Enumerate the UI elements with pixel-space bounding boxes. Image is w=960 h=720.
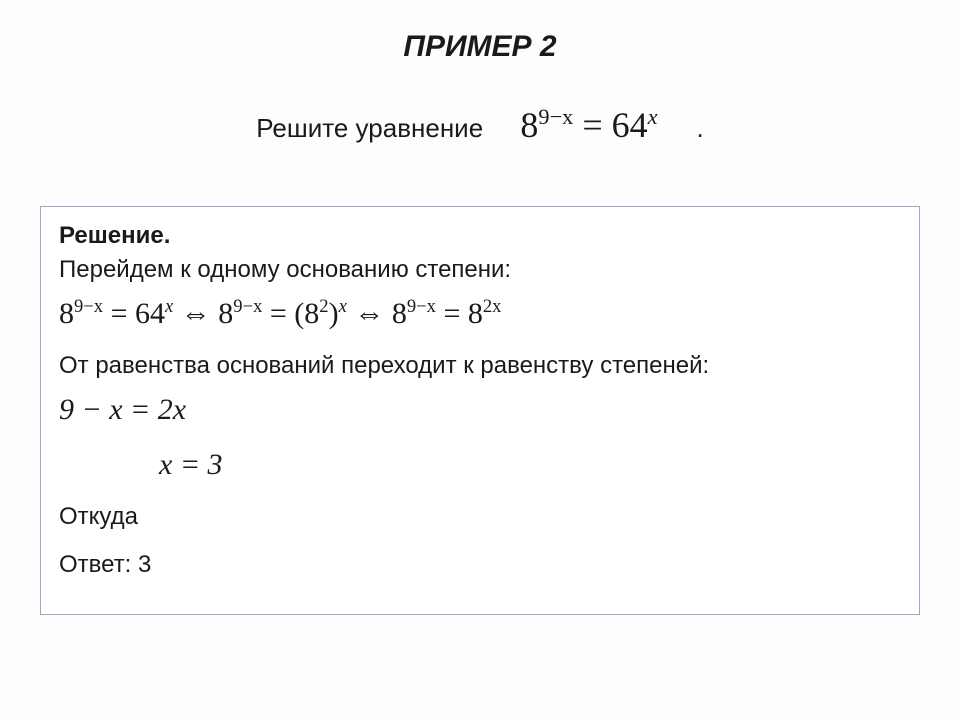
prompt-period: . [697, 113, 704, 143]
solution-line-3: Откуда [59, 502, 901, 532]
eq-exp-left: 9−x [538, 104, 573, 129]
prompt-row: Решите уравнение 89−x = 64x . [40, 104, 920, 146]
solution-box: Решение. Перейдем к одному основанию сте… [40, 206, 920, 615]
solution-math-3: x = 3 [159, 446, 901, 484]
solution-line-2: От равенства оснований переходит к равен… [59, 351, 901, 381]
prompt-text: Решите уравнение [256, 113, 483, 143]
eq-exp-right: x [648, 104, 658, 129]
eq-base-left: 8 [520, 105, 538, 145]
page: ПРИМЕР 2 Решите уравнение 89−x = 64x . Р… [0, 0, 960, 720]
solution-line-1: Перейдем к одному основанию степени: [59, 255, 901, 285]
prompt-equation: 89−x = 64x [520, 105, 666, 145]
eq-equals: = [573, 105, 611, 145]
solution-answer: Ответ: 3 [59, 550, 901, 580]
solution-math-chain: 89−x = 64x ⇔ 89−x = (82)x ⇔ 89−x = 82x [59, 295, 901, 333]
solution-math-2: 9 − x = 2x [59, 391, 901, 429]
solution-heading: Решение. [59, 221, 901, 251]
example-title: ПРИМЕР 2 [40, 30, 920, 64]
eq-base-right: 64 [612, 105, 648, 145]
